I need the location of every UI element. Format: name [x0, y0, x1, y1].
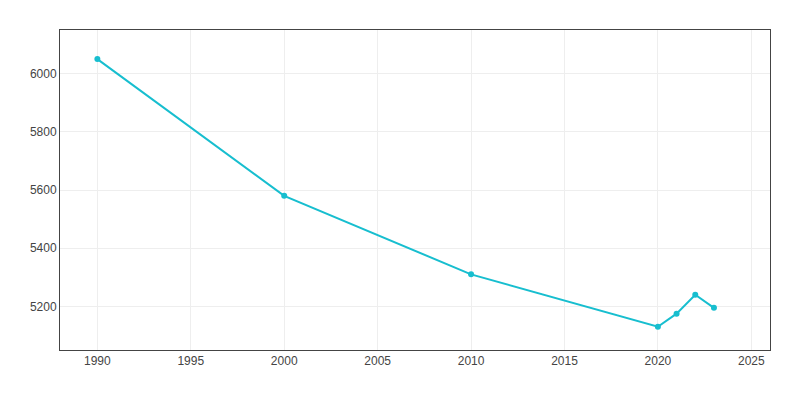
- svg-text:5400: 5400: [30, 241, 57, 255]
- svg-text:6000: 6000: [30, 67, 57, 81]
- svg-text:2010: 2010: [458, 354, 485, 368]
- svg-text:5200: 5200: [30, 300, 57, 314]
- svg-text:5800: 5800: [30, 125, 57, 139]
- svg-text:2005: 2005: [364, 354, 391, 368]
- svg-text:2015: 2015: [551, 354, 578, 368]
- svg-text:5600: 5600: [30, 183, 57, 197]
- svg-text:2020: 2020: [645, 354, 672, 368]
- svg-text:2025: 2025: [738, 354, 765, 368]
- svg-text:2000: 2000: [271, 354, 298, 368]
- svg-text:1995: 1995: [177, 354, 204, 368]
- svg-text:1990: 1990: [84, 354, 111, 368]
